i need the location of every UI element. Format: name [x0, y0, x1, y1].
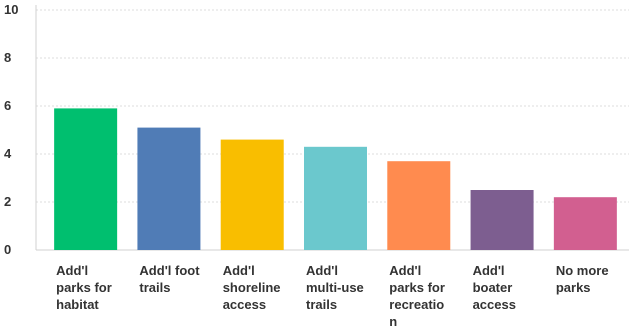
- y-tick-label: 8: [4, 50, 11, 65]
- x-category-label: Add'l foot trails: [139, 263, 200, 295]
- y-tick-label: 6: [4, 98, 11, 113]
- bar-3[interactable]: [220, 139, 284, 250]
- x-category-label: Add'l multi-use trails: [306, 263, 364, 312]
- x-category-label: Add'l parks for recreation: [389, 263, 445, 329]
- y-tick-label: 4: [4, 146, 12, 161]
- x-category-label: No more parks: [555, 263, 609, 295]
- y-tick-label: 0: [4, 242, 11, 257]
- bar-1[interactable]: [54, 108, 118, 251]
- bar-2[interactable]: [137, 127, 201, 250]
- bar-7[interactable]: [553, 197, 617, 250]
- x-category-label: Add'l boater access: [472, 263, 516, 312]
- x-category-label: Add'l shoreline access: [222, 263, 281, 312]
- y-tick-label: 10: [4, 2, 18, 17]
- bar-5[interactable]: [387, 161, 451, 250]
- x-category-label: Add'l parks for habitat: [56, 263, 112, 312]
- bar-6[interactable]: [470, 190, 534, 250]
- bar-4[interactable]: [304, 146, 367, 250]
- y-tick-label: 2: [4, 194, 11, 209]
